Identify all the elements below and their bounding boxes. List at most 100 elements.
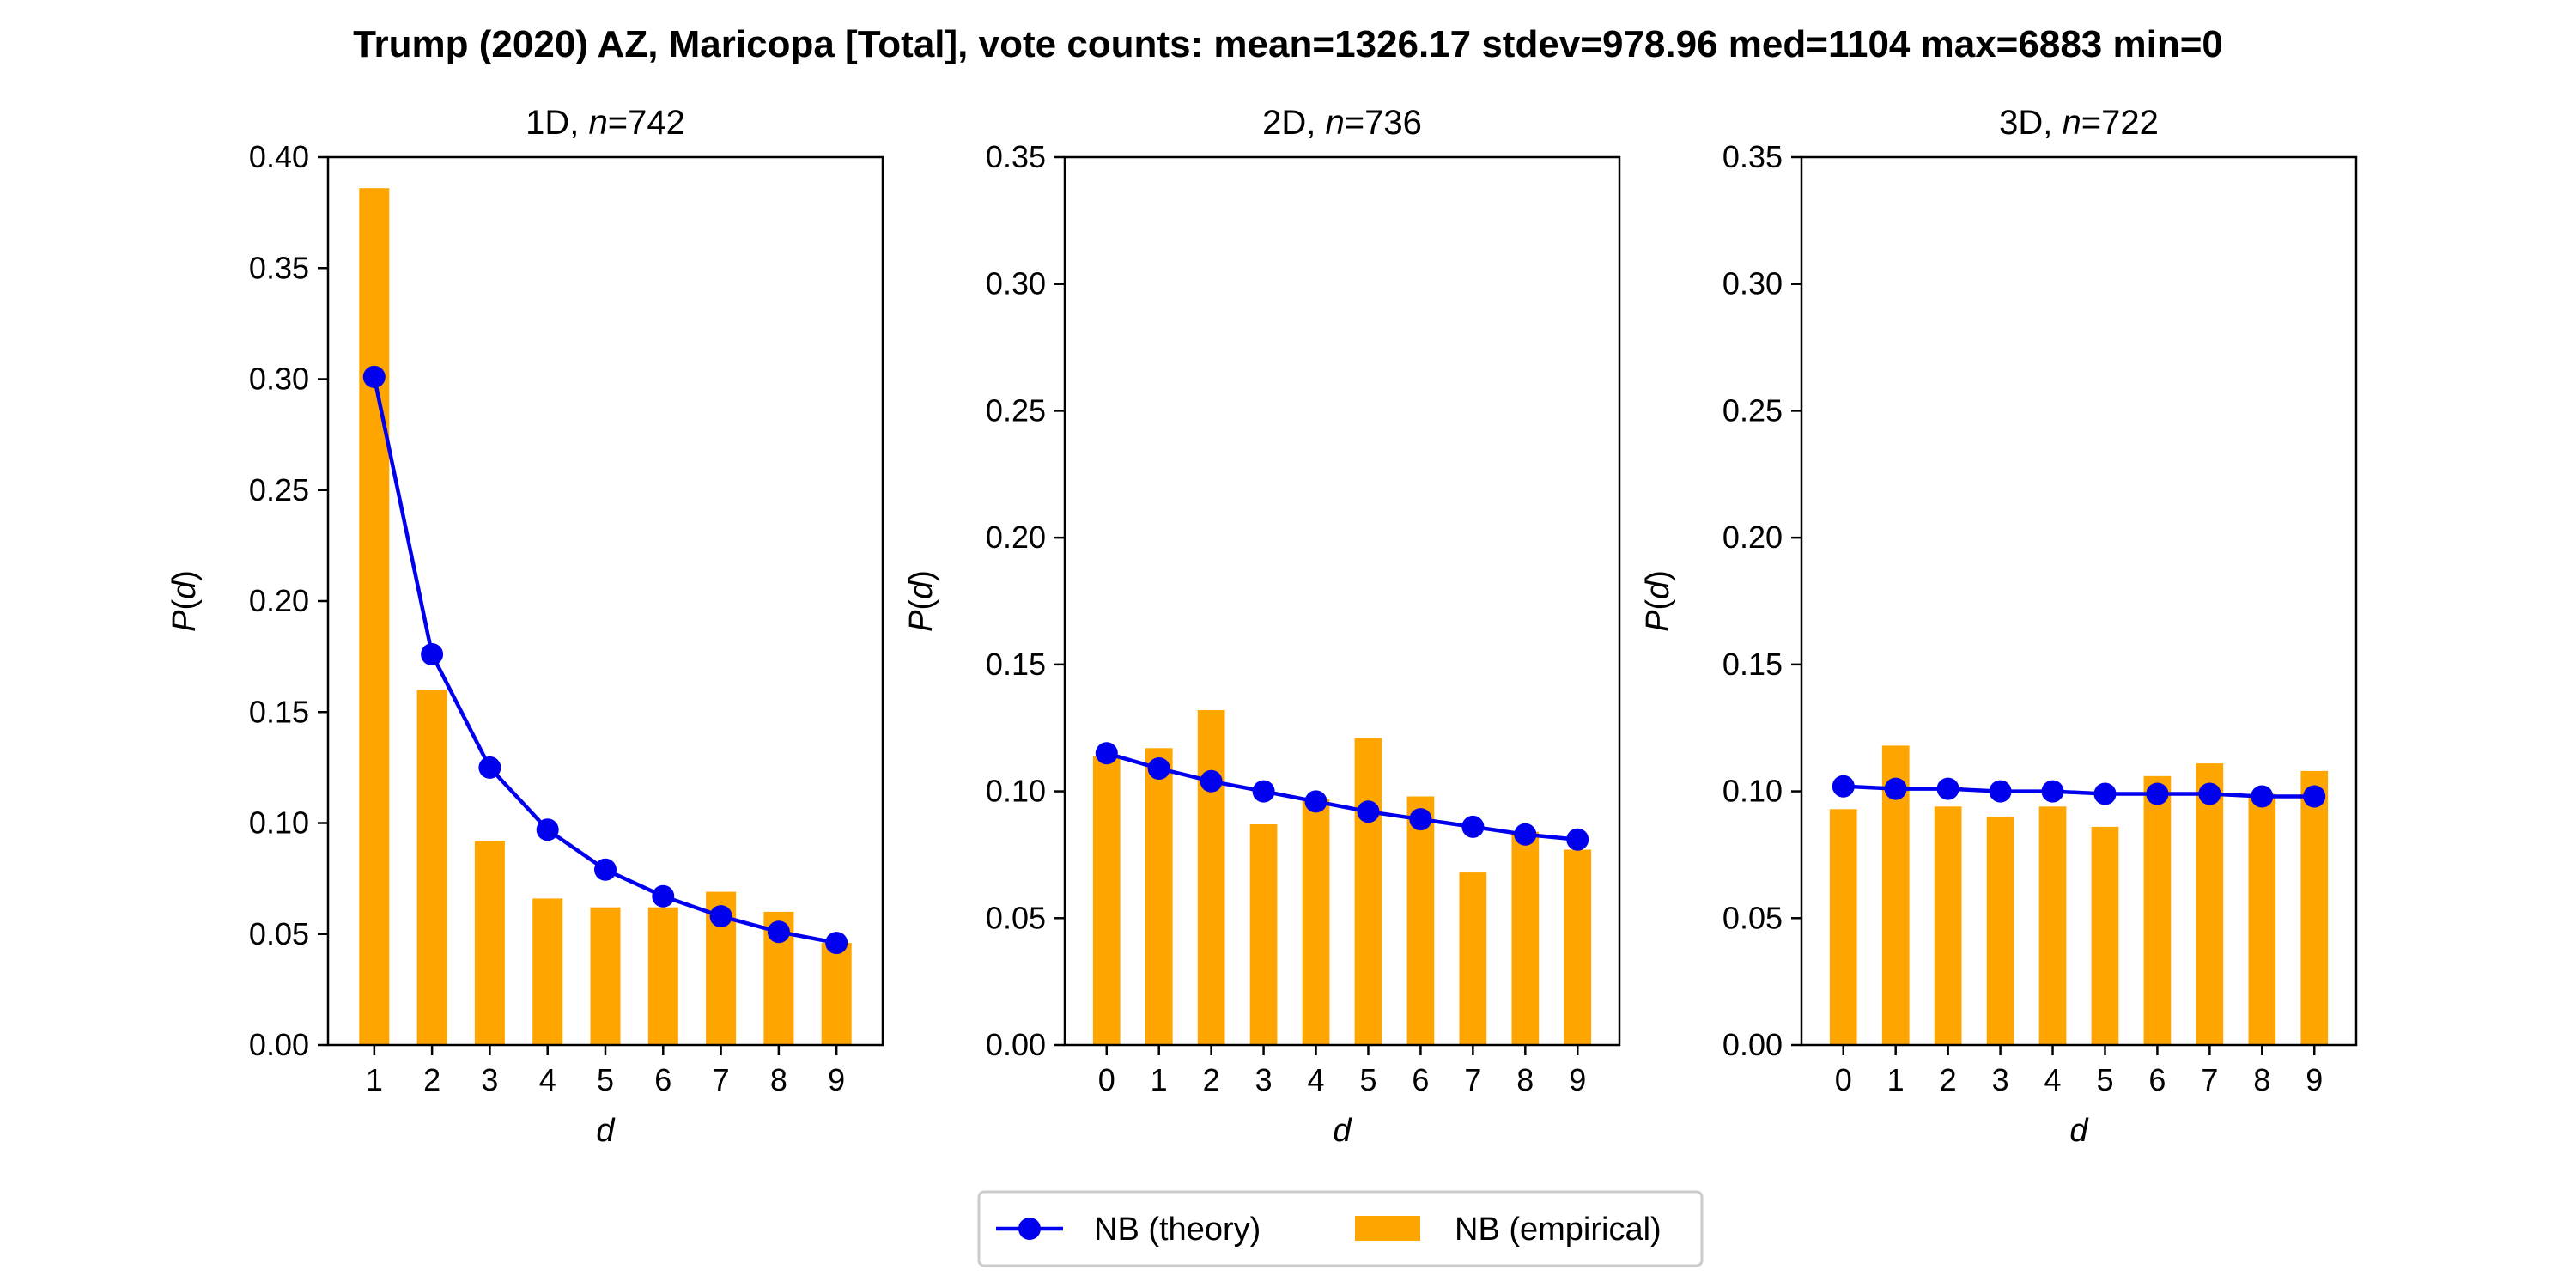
x-tick-label: 8 <box>770 1062 787 1097</box>
y-tick-label: 0.25 <box>986 392 1046 428</box>
legend-theory-label: NB (theory) <box>1094 1212 1261 1248</box>
theory-point <box>536 818 559 841</box>
x-tick-label: 8 <box>1516 1062 1534 1097</box>
legend-empirical-swatch <box>1355 1216 1420 1241</box>
x-tick-label: 0 <box>1835 1062 1852 1097</box>
panel-title-suffix: =722 <box>2081 104 2159 142</box>
panel-title-n: n <box>589 104 608 142</box>
y-tick-label: 0.15 <box>986 647 1046 682</box>
x-axis-label: d <box>596 1113 616 1149</box>
y-axis-label-paren-close: ) <box>167 570 203 581</box>
x-tick-label: 2 <box>423 1062 440 1097</box>
empirical-bar <box>2248 793 2276 1045</box>
y-tick-label: 0.25 <box>1722 392 1783 428</box>
x-tick-label: 7 <box>1464 1062 1481 1097</box>
theory-line <box>1106 751 1578 841</box>
y-axis-label-func: P <box>1640 610 1676 632</box>
panel-title-n: n <box>1326 104 1345 142</box>
theory-point <box>1566 828 1589 851</box>
legend-frame <box>977 1190 1704 1267</box>
empirical-bar <box>2038 806 2067 1045</box>
theory-point <box>2041 780 2064 803</box>
empirical-bar <box>359 188 390 1045</box>
x-tick-label: 8 <box>2253 1062 2270 1097</box>
y-axis-label: P(d) <box>167 570 203 632</box>
x-tick-label: 6 <box>1412 1062 1429 1097</box>
y-tick-label: 0.10 <box>986 774 1046 809</box>
x-tick-label: 6 <box>654 1062 671 1097</box>
empirical-bar <box>1092 756 1121 1045</box>
empirical-bar <box>1197 710 1225 1045</box>
y-tick-label: 0.30 <box>986 266 1046 301</box>
legend-theory-marker <box>1018 1218 1041 1240</box>
theory-point <box>2146 782 2169 805</box>
chart-panel-2: 0.00 0.05 0.10 0.15 0.20 0.25 0.30 0.35 0 1 2 3 4 5 6 7… <box>903 104 1621 1149</box>
empirical-bar <box>1564 849 1592 1045</box>
empirical-bar <box>2300 770 2329 1045</box>
x-tick-label: 4 <box>539 1062 556 1097</box>
theory-point <box>767 920 790 944</box>
x-tick-label: 9 <box>1569 1062 1586 1097</box>
theory-point <box>2251 785 2274 808</box>
y-tick-label: 0.00 <box>1722 1027 1783 1062</box>
y-tick-label: 0.05 <box>986 900 1046 935</box>
empirical-bar <box>590 907 621 1045</box>
theory-point <box>2303 785 2326 808</box>
x-tick-label: 4 <box>2044 1062 2062 1097</box>
x-tick-label: 5 <box>2096 1062 2113 1097</box>
chart-panels: 0.000.050.100.150.200.250.300.350.401 2 3 4… <box>167 104 2358 1149</box>
chart-panel-1: 0.00 0.05 0.10 0.15 0.20 0.25 0.30 0.35 0.40 1 2 3 4… <box>167 104 884 1149</box>
x-tick-label: 1 <box>366 1062 383 1097</box>
y-tick-label: 0.20 <box>1722 519 1783 555</box>
theory-point <box>1461 815 1485 838</box>
theory-point <box>1936 777 1959 800</box>
panel-title-suffix: =742 <box>608 104 685 142</box>
y-axis-label-paren-open: ( <box>1640 599 1676 611</box>
empirical-bar <box>1986 817 2014 1045</box>
empirical-bar <box>1511 831 1540 1045</box>
y-tick-label: 0.15 <box>249 694 309 729</box>
x-tick-label: 9 <box>2306 1062 2323 1097</box>
theory-point <box>1147 757 1170 780</box>
panel-title: 2D, n=736 <box>1262 104 1422 142</box>
y-tick-label: 0.00 <box>986 1027 1046 1062</box>
y-tick-label: 0.25 <box>249 472 309 507</box>
x-axis-label: d <box>1333 1113 1352 1149</box>
legend-empirical-label: NB (empirical) <box>1455 1212 1662 1248</box>
panel-title: 1D, n=742 <box>526 104 685 142</box>
x-tick-label: 2 <box>1940 1062 1957 1097</box>
empirical-bar <box>2143 775 2172 1045</box>
x-tick-label: 1 <box>1887 1062 1905 1097</box>
x-tick-label: 6 <box>2148 1062 2166 1097</box>
x-tick-label: 3 <box>1992 1062 2009 1097</box>
y-axis-label-arg: d <box>167 580 203 599</box>
x-tick-label: 9 <box>828 1062 845 1097</box>
empirical-bar <box>821 943 852 1045</box>
panel-title-prefix: 2D, <box>1262 104 1325 142</box>
panel-title-n: n <box>2063 104 2081 142</box>
theory-point <box>1884 777 1907 800</box>
empirical-bar <box>2196 763 2224 1045</box>
y-tick-label: 0.10 <box>249 805 309 841</box>
empirical-bar <box>647 907 678 1045</box>
y-tick-label: 0.15 <box>1722 647 1783 682</box>
theory-point <box>1252 780 1275 803</box>
x-tick-label: 0 <box>1098 1062 1115 1097</box>
theory-point <box>1095 742 1118 765</box>
x-tick-label: 2 <box>1203 1062 1220 1097</box>
y-axis-label-func: P <box>167 610 203 632</box>
empirical-bar <box>1302 799 1330 1045</box>
figure-title: Trump (2020) AZ, Maricopa [Total], vote … <box>353 23 2223 65</box>
y-tick-label: 0.30 <box>1722 266 1783 301</box>
y-tick-label: 0.00 <box>249 1027 309 1062</box>
y-tick-label: 0.10 <box>1722 774 1783 809</box>
y-axis-label: P(d) <box>903 570 939 632</box>
theory-point <box>362 365 386 388</box>
empirical-bar <box>1829 809 1857 1045</box>
y-axis-label-paren-open: ( <box>903 599 939 611</box>
theory-point <box>594 858 617 881</box>
y-axis-label-paren-close: ) <box>903 570 939 581</box>
theory-point <box>709 905 732 928</box>
x-tick-label: 3 <box>481 1062 498 1097</box>
x-tick-label: 1 <box>1151 1062 1168 1097</box>
